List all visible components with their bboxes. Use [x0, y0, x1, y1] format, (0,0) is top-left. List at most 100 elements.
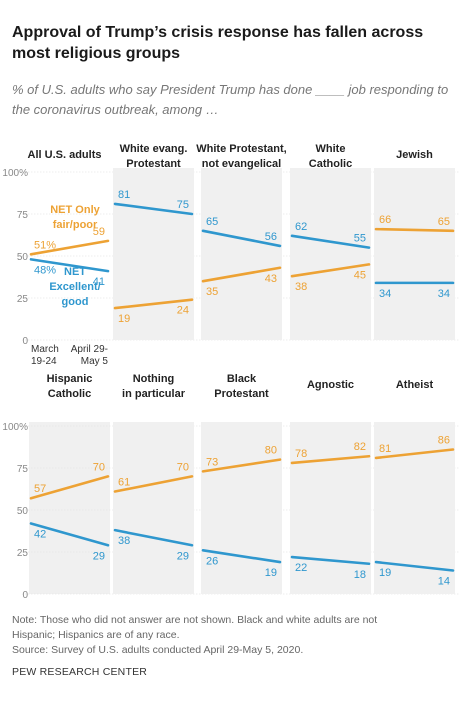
series-line-fair-poor	[29, 239, 110, 256]
data-label: 26	[206, 555, 218, 567]
panel-label: Agnostic	[307, 379, 354, 391]
panel-label: Black	[227, 373, 257, 385]
panel-label: Atheist	[396, 379, 434, 391]
x-tick-label: May 5	[81, 356, 109, 367]
data-label: 38	[118, 535, 130, 547]
series-line-excellent-good	[290, 234, 371, 249]
panel-label: White evang.	[120, 143, 188, 155]
data-label: 51%	[34, 239, 56, 251]
panel-background	[374, 168, 455, 340]
panel-label: White Protestant,	[196, 143, 286, 155]
panel-label: in particular	[122, 388, 186, 400]
series-line-fair-poor	[201, 266, 282, 283]
data-label: 34	[379, 288, 391, 300]
data-label: 57	[34, 483, 46, 495]
panel-label: Nothing	[133, 373, 175, 385]
org-credit: PEW RESEARCH CENTER	[12, 666, 148, 678]
series-label-excellent-good: Excellent/	[49, 281, 100, 293]
panel-label: Protestant	[214, 388, 269, 400]
y-tick-label: 100%	[2, 422, 28, 433]
data-label: 56	[265, 231, 277, 243]
data-label: 48%	[34, 264, 56, 276]
data-label: 82	[354, 441, 366, 453]
data-label: 80	[265, 445, 277, 457]
series-line-fair-poor	[374, 448, 455, 460]
data-label: 42	[34, 528, 46, 540]
panel-label: Catholic	[48, 388, 91, 400]
data-label: 55	[354, 233, 366, 245]
series-line-excellent-good	[374, 560, 455, 572]
data-label: 81	[118, 189, 130, 201]
panel-label: Catholic	[309, 158, 352, 170]
panel-background	[290, 168, 371, 340]
y-tick-label: 50	[17, 506, 29, 517]
data-label: 19	[118, 313, 130, 325]
panel-background	[113, 422, 194, 594]
panel-label: White	[316, 143, 346, 155]
data-label: 59	[93, 226, 105, 238]
series-line-fair-poor	[113, 475, 194, 493]
series-line-excellent-good	[290, 555, 371, 566]
data-label: 65	[206, 216, 218, 228]
data-label: 62	[295, 221, 307, 233]
data-label: 70	[177, 461, 189, 473]
y-tick-label: 25	[17, 548, 29, 559]
data-label: 81	[379, 443, 391, 455]
series-line-excellent-good	[29, 258, 110, 273]
data-label: 35	[206, 286, 218, 298]
data-label: 43	[265, 273, 277, 285]
chart-notes: Note: Those who did not answer are not s…	[12, 613, 452, 658]
panel-label: Protestant	[126, 158, 181, 170]
small-multiples-chart: All U.S. adults 51% 59 48% 41 White evang. Pro…	[2, 143, 460, 601]
panel-background	[29, 168, 110, 340]
series-line-fair-poor	[290, 454, 371, 465]
data-label: 41	[93, 276, 105, 288]
data-label: 14	[438, 575, 450, 587]
series-line-excellent-good	[29, 522, 110, 547]
series-label-excellent-good: good	[62, 296, 89, 308]
series-line-fair-poor	[290, 263, 371, 278]
chart-subtitle: % of U.S. adults who say President Trump…	[12, 82, 449, 117]
x-tick-label: March	[31, 344, 59, 355]
series-label-fair-poor: fair/poor	[53, 219, 98, 231]
y-tick-label: 50	[17, 252, 29, 263]
series-line-excellent-good	[113, 202, 194, 216]
data-label: 22	[295, 562, 307, 574]
data-label: 73	[206, 456, 218, 468]
data-label: 86	[438, 435, 450, 447]
y-tick-label: 100%	[2, 168, 28, 179]
data-label: 70	[93, 461, 105, 473]
note-line-2: Hispanic; Hispanics are of any race.	[12, 629, 180, 641]
panel-background	[201, 422, 282, 594]
series-line-fair-poor	[113, 298, 194, 310]
data-label: 24	[177, 305, 189, 317]
note-line-1: Note: Those who did not answer are not s…	[12, 614, 378, 626]
y-tick-label: 25	[17, 294, 29, 305]
panel-background	[29, 422, 110, 594]
data-label: 66	[379, 214, 391, 226]
data-label: 61	[118, 477, 130, 489]
series-line-fair-poor	[374, 227, 455, 233]
panel-label: All U.S. adults	[28, 149, 102, 161]
data-label: 18	[354, 569, 366, 581]
x-tick-label: 19-24	[31, 356, 57, 367]
panel-label: not evangelical	[202, 158, 281, 170]
series-line-fair-poor	[29, 475, 110, 500]
y-tick-label: 75	[17, 210, 29, 221]
panel-label: Jewish	[396, 149, 433, 161]
data-label: 29	[177, 550, 189, 562]
data-label: 65	[438, 216, 450, 228]
panel-background	[113, 168, 194, 340]
x-tick-label: April 29-	[71, 344, 108, 355]
data-label: 75	[177, 199, 189, 211]
data-label: 78	[295, 448, 307, 460]
y-tick-label: 0	[22, 336, 28, 347]
data-label: 45	[354, 269, 366, 281]
series-label-excellent-good: NET	[64, 266, 86, 278]
y-tick-label: 0	[22, 590, 28, 601]
panel-background	[201, 168, 282, 340]
panel-background	[290, 422, 371, 594]
chart-title: Approval of Trump’s crisis response has …	[12, 24, 424, 62]
panel-label: Hispanic	[47, 373, 93, 385]
data-label: 34	[438, 288, 450, 300]
